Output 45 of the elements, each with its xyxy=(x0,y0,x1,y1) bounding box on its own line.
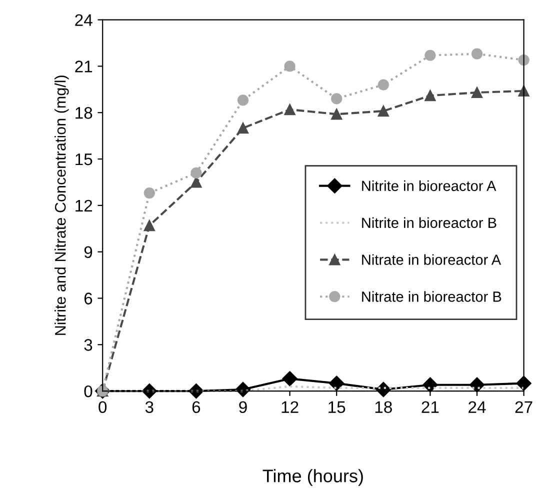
point xyxy=(237,94,249,106)
x-tick-label: 15 xyxy=(328,401,346,414)
x-tick-label: 12 xyxy=(282,401,298,413)
y-tick-label: 24 xyxy=(75,14,92,26)
point xyxy=(378,79,389,90)
x-tick-label: 27 xyxy=(515,401,532,413)
point xyxy=(144,187,155,199)
y-tick-label: 0 xyxy=(84,385,92,398)
legend-label: Nitrite in bioreactor B xyxy=(362,217,496,228)
x-tick-label: 9 xyxy=(239,401,247,414)
legend-label: Nitrate in bioreactor B xyxy=(362,291,502,302)
point xyxy=(188,383,204,399)
point xyxy=(190,167,202,178)
x-tick-label: 6 xyxy=(192,401,200,414)
point xyxy=(329,376,344,391)
point xyxy=(471,86,483,98)
y-tick-label: 6 xyxy=(84,292,92,304)
point xyxy=(284,60,296,72)
x-tick-label: 21 xyxy=(422,401,439,413)
y-tick-label: 21 xyxy=(75,60,92,72)
y-tick-label: 3 xyxy=(84,339,92,351)
x-tick-label: 24 xyxy=(468,401,486,413)
y-tick-label: 9 xyxy=(84,246,92,258)
point xyxy=(424,50,436,61)
point xyxy=(424,90,436,102)
point xyxy=(144,220,155,232)
x-tick-label: 3 xyxy=(145,401,154,414)
y-axis-title: Nitrite and Nitrate Concentration (mg/l) xyxy=(54,76,69,335)
point xyxy=(237,122,249,134)
y-tick-label: 18 xyxy=(76,107,92,119)
point xyxy=(282,371,298,386)
point xyxy=(190,176,202,188)
x-tick-label: 0 xyxy=(98,401,107,414)
y-tick-label: 15 xyxy=(76,154,92,166)
x-tick-label: 18 xyxy=(375,401,392,414)
legend-label: Nitrite in bioreactor A xyxy=(362,180,496,192)
point xyxy=(422,377,438,392)
point xyxy=(378,106,389,117)
legend-label: Nitrate in bioreactor A xyxy=(362,254,502,265)
point xyxy=(471,48,483,60)
point xyxy=(331,108,342,120)
y-tick-label: 12 xyxy=(76,200,92,212)
point xyxy=(331,93,342,104)
point xyxy=(284,104,296,116)
x-axis-title: Time (hours) xyxy=(262,469,363,486)
